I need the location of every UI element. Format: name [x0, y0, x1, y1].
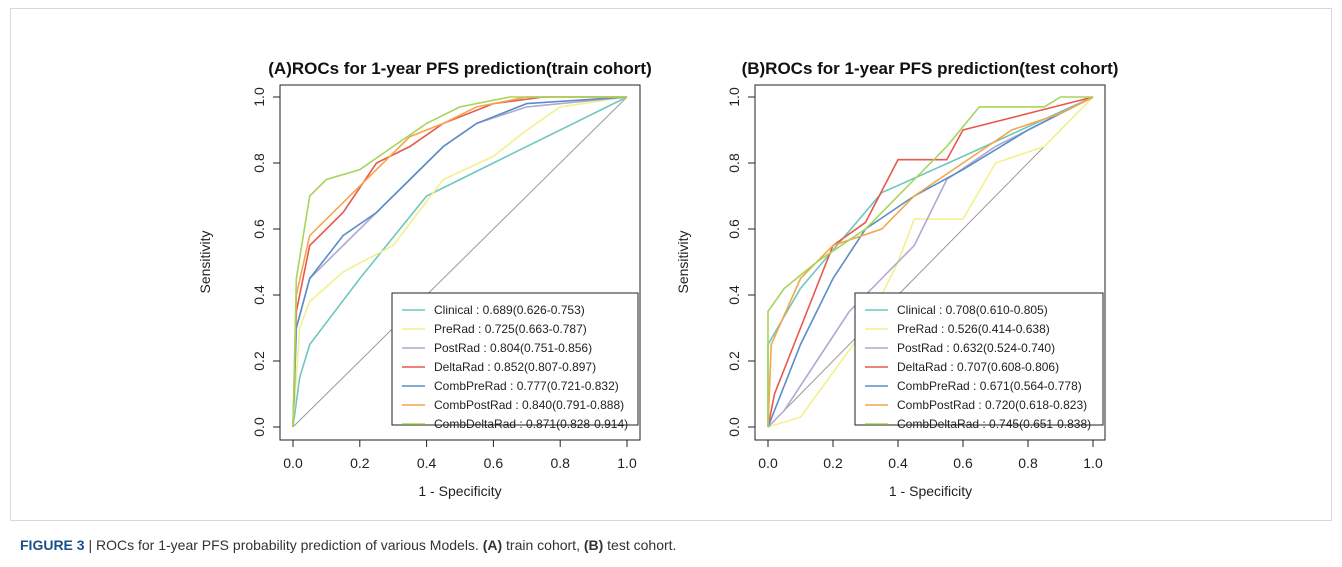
y-tick-label: 0.6: [251, 219, 267, 239]
y-tick-label: 0.0: [726, 417, 742, 437]
legend-label: PostRad : 0.804(0.751-0.856): [434, 341, 592, 355]
y-tick-label: 0.2: [726, 351, 742, 371]
legend-label: CombPreRad : 0.671(0.564-0.778): [897, 379, 1082, 393]
caption-part: test cohort.: [603, 537, 676, 553]
reference-diagonal: [767, 96, 1094, 428]
x-tick-label: 0.4: [888, 455, 908, 471]
x-tick-label: 0.0: [283, 455, 303, 471]
roc-line: [767, 96, 1093, 427]
roc-line: [767, 96, 1094, 428]
roc-line: [292, 96, 627, 428]
legend-box: [854, 292, 1104, 426]
y-tick-label: 0.4: [251, 285, 267, 305]
legend-label: CombDeltaRad : 0.745(0.651-0.838): [897, 417, 1091, 431]
caption-part: train cohort,: [502, 537, 584, 553]
x-tick-label: 0.2: [350, 455, 370, 471]
caption-part: (B): [584, 537, 603, 553]
y-tick-label: 1.0: [251, 87, 267, 107]
roc-line: [767, 96, 1094, 428]
roc-line: [292, 96, 628, 428]
roc-line: [767, 96, 1094, 428]
x-tick-label: 0.2: [823, 455, 843, 471]
caption-part: FIGURE 3: [20, 537, 85, 553]
y-tick-label: 0.8: [251, 153, 267, 173]
caption: FIGURE 3 | ROCs for 1-year PFS probabili…: [20, 537, 676, 553]
legend-label: CombDeltaRad : 0.871(0.828-0.914): [434, 417, 628, 431]
y-tick-label: 0.8: [726, 153, 742, 173]
legend-label: Clinical : 0.708(0.610-0.805): [897, 303, 1048, 317]
x-tick-label: 0.0: [758, 455, 778, 471]
x-axis-label: 1 - Specificity: [889, 483, 972, 499]
x-tick-label: 0.6: [484, 455, 504, 471]
roc-line: [292, 96, 628, 428]
legend-label: PreRad : 0.725(0.663-0.787): [434, 322, 587, 336]
chart-title: (B)ROCs for 1-year PFS prediction(test c…: [742, 59, 1119, 78]
y-tick-label: 0.0: [251, 417, 267, 437]
legend-label: Clinical : 0.689(0.626-0.753): [434, 303, 585, 317]
legend-box: [391, 292, 639, 426]
x-tick-label: 0.4: [417, 455, 437, 471]
y-tick-label: 0.2: [251, 351, 267, 371]
legend-label: CombPreRad : 0.777(0.721-0.832): [434, 379, 619, 393]
legend-label: DeltaRad : 0.707(0.608-0.806): [897, 360, 1059, 374]
y-tick-label: 0.4: [726, 285, 742, 305]
y-tick-label: 1.0: [726, 87, 742, 107]
x-tick-label: 0.6: [953, 455, 973, 471]
legend-label: CombPostRad : 0.720(0.618-0.823): [897, 398, 1087, 412]
figure-frame: [10, 8, 1332, 521]
chart-title: (A)ROCs for 1-year PFS prediction(train …: [268, 59, 651, 78]
roc-line: [292, 96, 627, 428]
roc-line: [292, 96, 628, 428]
reference-diagonal: [292, 96, 628, 428]
y-tick-label: 0.6: [726, 219, 742, 239]
caption-part: | ROCs for 1-year PFS probability predic…: [85, 537, 483, 553]
legend-label: PostRad : 0.632(0.524-0.740): [897, 341, 1055, 355]
x-tick-label: 0.8: [1018, 455, 1038, 471]
x-tick-label: 0.8: [550, 455, 570, 471]
x-axis-label: 1 - Specificity: [418, 483, 501, 499]
legend-label: PreRad : 0.526(0.414-0.638): [897, 322, 1050, 336]
roc-line: [292, 96, 627, 428]
legend-label: DeltaRad : 0.852(0.807-0.897): [434, 360, 596, 374]
x-tick-label: 1.0: [617, 455, 637, 471]
caption-part: (A): [483, 537, 502, 553]
plot-frame: [754, 84, 1106, 441]
plot-frame: [279, 84, 641, 441]
y-axis-label: Sensitivity: [675, 230, 691, 293]
x-tick-label: 1.0: [1083, 455, 1103, 471]
legend-label: CombPostRad : 0.840(0.791-0.888): [434, 398, 624, 412]
y-axis-label: Sensitivity: [197, 230, 213, 293]
